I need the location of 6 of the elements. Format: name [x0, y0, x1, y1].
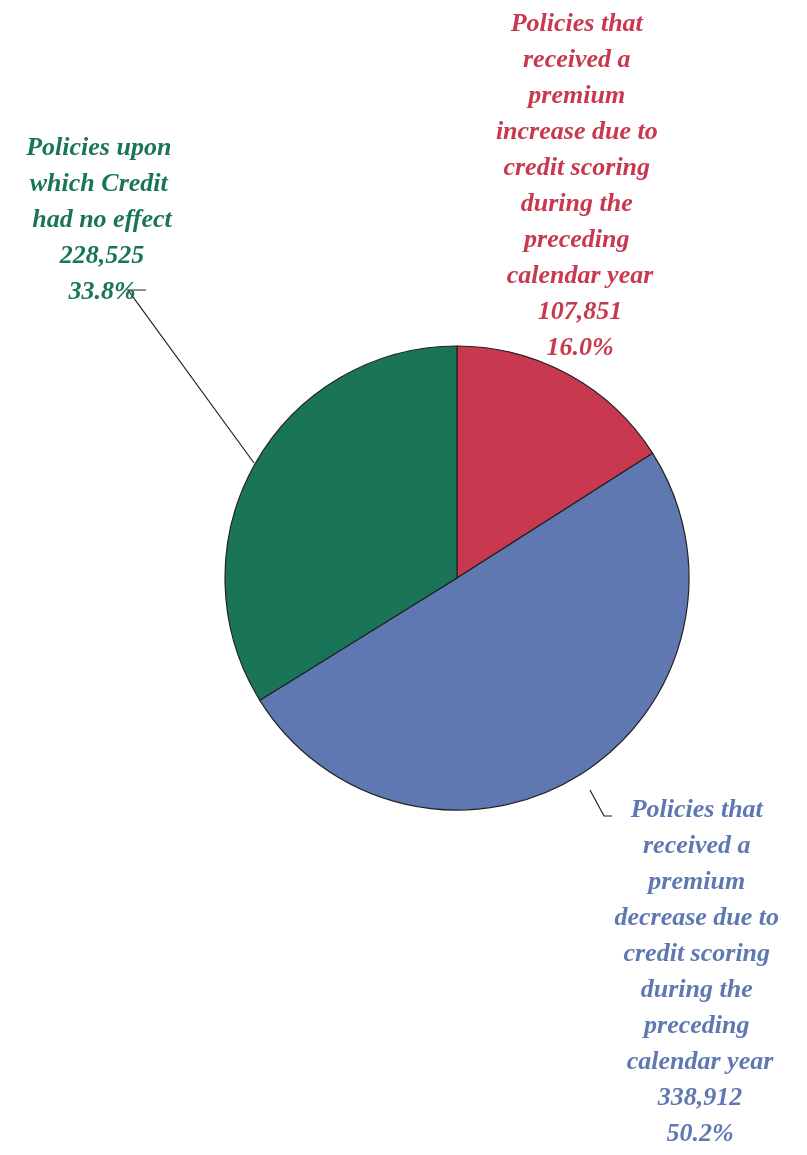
data-label: 338,912 50.2%: [656, 1081, 743, 1147]
data-label: 107,851 16.0%: [537, 295, 623, 361]
slice-label: Policies upon which Credit had no effect: [25, 131, 178, 233]
slice-label: Policies that received a premium decrease due to credit scoring during the preceding calendar year: [614, 793, 786, 1075]
slice-label: Policies that received a premium increase due to credit scoring during the preceding calendar year: [495, 7, 665, 289]
data-label: 228,525 33.8%: [58, 239, 145, 305]
